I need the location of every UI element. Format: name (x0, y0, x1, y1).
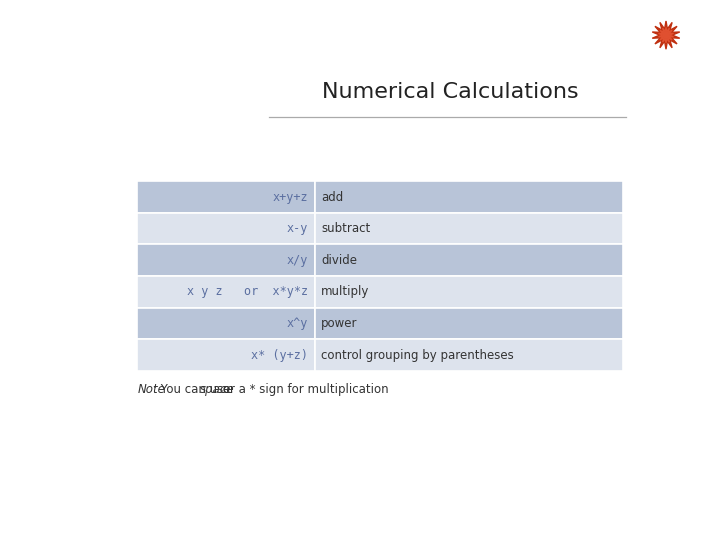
Text: : You can use: : You can use (153, 383, 234, 396)
FancyBboxPatch shape (138, 276, 315, 308)
Text: x-y: x-y (287, 222, 308, 235)
Text: power: power (321, 317, 358, 330)
Text: or a * sign for multiplication: or a * sign for multiplication (220, 383, 389, 396)
Text: divide: divide (321, 254, 357, 267)
Polygon shape (652, 21, 680, 49)
Text: x+y+z: x+y+z (272, 191, 308, 204)
FancyBboxPatch shape (315, 276, 623, 308)
Text: Note: Note (138, 383, 166, 396)
FancyBboxPatch shape (138, 339, 315, 371)
FancyBboxPatch shape (138, 245, 315, 276)
Text: space: space (199, 383, 234, 396)
Text: x^y: x^y (287, 317, 308, 330)
Polygon shape (658, 28, 674, 43)
Text: x/y: x/y (287, 254, 308, 267)
FancyBboxPatch shape (315, 245, 623, 276)
FancyBboxPatch shape (138, 213, 315, 245)
FancyBboxPatch shape (138, 308, 315, 339)
FancyBboxPatch shape (315, 308, 623, 339)
FancyBboxPatch shape (315, 181, 623, 213)
Text: add: add (321, 191, 343, 204)
FancyBboxPatch shape (315, 213, 623, 245)
Text: Numerical Calculations: Numerical Calculations (322, 82, 578, 102)
Text: x* (y+z): x* (y+z) (251, 348, 308, 361)
Text: multiply: multiply (321, 285, 369, 298)
Text: control grouping by parentheses: control grouping by parentheses (321, 348, 514, 361)
Text: x y z   or  x*y*z: x y z or x*y*z (186, 285, 308, 298)
Text: subtract: subtract (321, 222, 371, 235)
FancyBboxPatch shape (138, 181, 315, 213)
FancyBboxPatch shape (315, 339, 623, 371)
